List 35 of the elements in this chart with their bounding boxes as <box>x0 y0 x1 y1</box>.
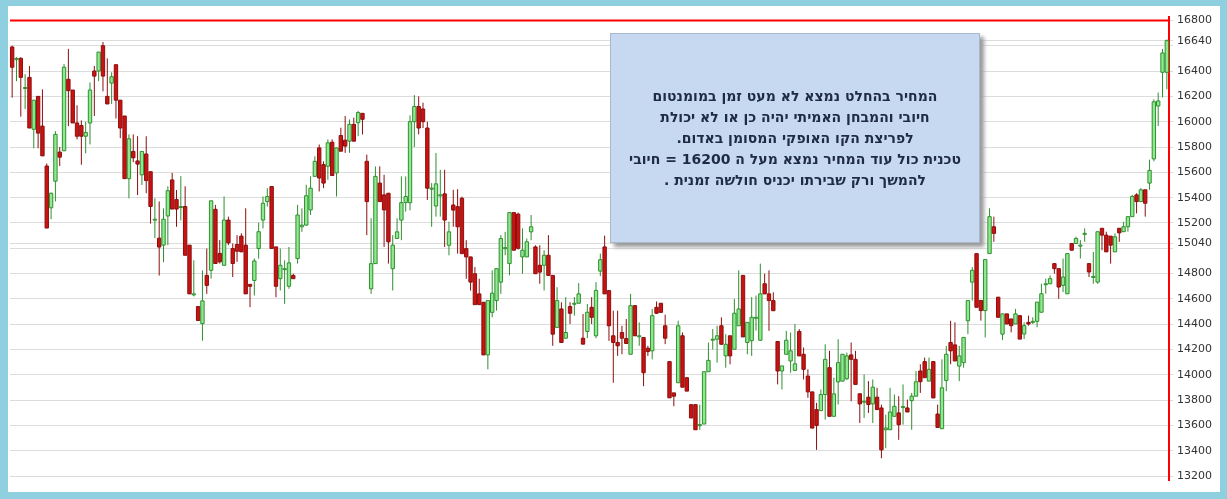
candlestick <box>135 135 140 196</box>
y-tick-label: 16640 <box>1177 33 1213 47</box>
y-tick-label: 16200 <box>1177 89 1213 103</box>
candlestick <box>1017 315 1022 340</box>
candlestick <box>974 253 979 308</box>
y-tick-label: 15040 <box>1177 236 1213 250</box>
y-tick-label: 15800 <box>1177 139 1213 153</box>
y-tick-label: 15600 <box>1177 165 1213 179</box>
y-tick-label: 13200 <box>1177 469 1213 483</box>
y-tick-label: 14000 <box>1177 367 1213 381</box>
y-tick-label: 15400 <box>1177 190 1213 204</box>
candlestick <box>1095 231 1100 285</box>
y-tick-label: 16800 <box>1177 13 1213 27</box>
y-tick-label: 14200 <box>1177 342 1213 356</box>
candlestick <box>1000 313 1005 341</box>
candlestick <box>559 301 564 343</box>
candlestick <box>680 332 685 388</box>
candlestick <box>511 212 517 251</box>
y-tick-label: 16400 <box>1177 63 1213 77</box>
y-tick-label: 14400 <box>1177 317 1213 331</box>
candlestick <box>628 293 633 355</box>
y-tick-label: 13400 <box>1177 443 1213 457</box>
y-tick-label: 16000 <box>1177 114 1213 128</box>
candlestick <box>109 71 114 105</box>
y-tick-label: 13600 <box>1177 418 1213 432</box>
y-tick-label: 15200 <box>1177 215 1213 229</box>
candlestick <box>719 316 724 345</box>
candlestick <box>442 169 447 248</box>
candlestick <box>252 257 257 297</box>
y-tick-label: 14600 <box>1177 291 1213 305</box>
candlestick <box>79 119 84 166</box>
y-tick-label: 14800 <box>1177 266 1213 280</box>
y-tick-label: 13800 <box>1177 393 1213 407</box>
candlestick <box>399 175 404 241</box>
candlestick <box>827 350 832 417</box>
